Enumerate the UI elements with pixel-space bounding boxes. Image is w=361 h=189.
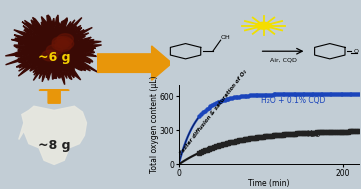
Polygon shape <box>57 34 73 44</box>
Text: ~8 g: ~8 g <box>38 139 70 152</box>
Text: Air, CQD: Air, CQD <box>270 57 296 62</box>
FancyArrow shape <box>39 84 69 103</box>
Text: ~6 g: ~6 g <box>38 51 70 64</box>
Polygon shape <box>52 37 68 47</box>
Polygon shape <box>57 38 74 49</box>
Polygon shape <box>56 36 71 47</box>
Polygon shape <box>47 45 62 55</box>
Polygon shape <box>5 15 101 85</box>
Polygon shape <box>42 50 58 61</box>
Text: Faster diffusion & saturation of O₂: Faster diffusion & saturation of O₂ <box>179 70 248 156</box>
Text: H₂O + 0.1% CQD: H₂O + 0.1% CQD <box>261 96 325 105</box>
Y-axis label: Total oxygen content (μL): Total oxygen content (μL) <box>149 76 158 174</box>
Polygon shape <box>55 41 71 51</box>
Polygon shape <box>52 39 68 50</box>
X-axis label: Time (min): Time (min) <box>248 179 290 188</box>
Text: H₂O: H₂O <box>306 129 321 139</box>
Text: O: O <box>353 49 358 54</box>
Polygon shape <box>19 106 87 164</box>
Circle shape <box>256 22 271 29</box>
Text: OH: OH <box>221 35 230 40</box>
FancyArrow shape <box>97 46 172 80</box>
